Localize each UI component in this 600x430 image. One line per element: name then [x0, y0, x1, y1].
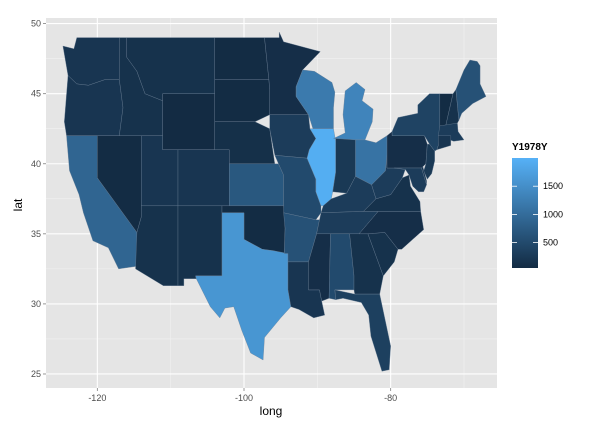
y-axis: 25 30 35 40 45 50 — [31, 19, 46, 379]
state-colorado — [177, 149, 230, 206]
state-oregon — [64, 75, 124, 136]
legend-label: 1500 — [543, 181, 563, 191]
state-maine — [455, 59, 487, 121]
state-texas — [195, 212, 292, 361]
legend-label: 500 — [543, 238, 558, 248]
y-tick-label: 25 — [31, 369, 41, 379]
state-polygons — [62, 31, 487, 372]
x-axis-title: long — [260, 404, 283, 418]
legend-title: Y1978Y — [512, 142, 548, 153]
state-mississippi — [308, 233, 331, 302]
y-tick-label: 35 — [31, 229, 41, 239]
state-alabama — [328, 233, 355, 300]
y-tick-label: 45 — [31, 89, 41, 99]
y-tick-label: 50 — [31, 19, 41, 29]
x-tick-label: -80 — [384, 393, 397, 403]
legend: Y1978Y 500 1000 1500 — [512, 142, 563, 268]
state-florida — [334, 289, 391, 372]
state-delaware — [421, 166, 427, 185]
state-connecticut — [436, 135, 451, 150]
state-north-dakota — [214, 37, 270, 80]
x-tick-label: -120 — [88, 393, 106, 403]
state-new-mexico — [177, 205, 223, 286]
state-wyoming — [162, 93, 215, 150]
state-new-jersey — [423, 143, 435, 180]
state-kansas — [229, 163, 284, 206]
x-tick-label: -100 — [235, 393, 253, 403]
x-axis: -120 -100 -80 — [88, 388, 397, 403]
state-pennsylvania — [386, 131, 428, 169]
legend-label: 1000 — [543, 209, 563, 219]
state-south-dakota — [214, 79, 270, 122]
legend-colorbar — [512, 158, 538, 268]
y-axis-title: lat — [11, 198, 25, 211]
state-new-hampshire — [445, 89, 460, 127]
y-tick-label: 30 — [31, 299, 41, 309]
y-tick-label: 40 — [31, 159, 41, 169]
